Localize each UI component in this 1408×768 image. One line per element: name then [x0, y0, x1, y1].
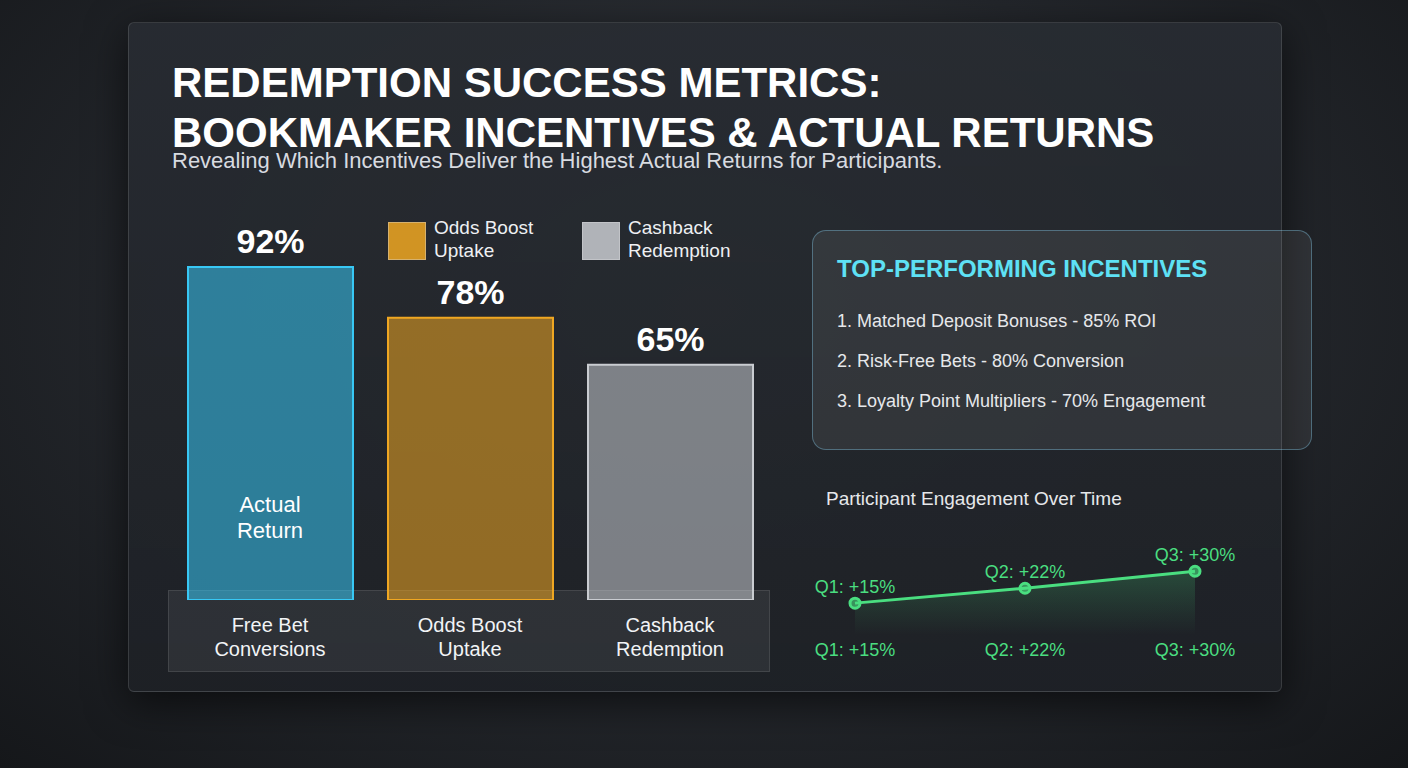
html-text:TOP-PERFORMING INCENTIVES: TOP-PERFORMING INCENTIVES	[837, 255, 1208, 282]
html-text:Cashback Redemption: Cashback Redemption	[628, 217, 731, 261]
svg-text:Q3: +30%: Q3: +30%	[1155, 640, 1236, 660]
svg-text:Q2: +22%: Q2: +22%	[985, 640, 1066, 660]
svg-text:78%: 78%	[436, 273, 504, 311]
svg-text:Q2: +22%: Q2: +22%	[985, 562, 1066, 582]
html-text:Participant Engagement Over Ti: Participant Engagement Over Time	[826, 488, 1122, 509]
svg-text:Free BetConversions: Free BetConversions	[214, 614, 325, 660]
html-text:Revealing Which Incentives Del: Revealing Which Incentives Deliver the H…	[172, 148, 943, 173]
svg-text:Q1: +15%: Q1: +15%	[815, 640, 896, 660]
svg-text:65%: 65%	[636, 320, 704, 358]
svg-text:Q1: +15%: Q1: +15%	[815, 577, 896, 597]
html-text:1. Matched Deposit Bonuses - 8: 1. Matched Deposit Bonuses - 85% ROI	[837, 311, 1157, 331]
html-text:3. Loyalty Point Multipliers -: 3. Loyalty Point Multipliers - 70% Engag…	[837, 391, 1206, 411]
svg-text:Q3: +30%: Q3: +30%	[1155, 545, 1236, 565]
svg-text:Odds BoostUptake: Odds BoostUptake	[418, 614, 523, 660]
svg-text:92%: 92%	[236, 222, 304, 260]
html-text:Odds Boost Uptake: Odds Boost Uptake	[434, 217, 534, 261]
html-text:REDEMPTION SUCCESS METRICS: BO: REDEMPTION SUCCESS METRICS: BOOKMAKER IN…	[172, 59, 1155, 156]
svg-text:CashbackRedemption: CashbackRedemption	[616, 614, 724, 660]
html-text:2. Risk-Free Bets - 80% Conver: 2. Risk-Free Bets - 80% Conversion	[837, 351, 1125, 371]
html-text:Actual Return: Actual Return	[237, 492, 303, 543]
